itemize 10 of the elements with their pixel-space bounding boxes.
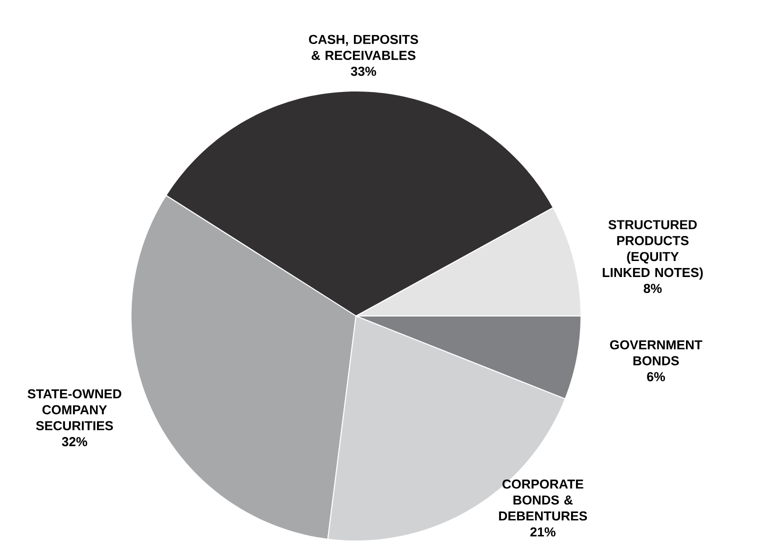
slice-label: STRUCTURED PRODUCTS (EQUITY LINKED NOTES) — [602, 220, 703, 280]
slice-label: CORPORATE BONDS & DEBENTURES — [499, 480, 587, 521]
slice-label: STATE-OWNED COMPANY SECURITIES — [28, 389, 122, 430]
data-label: 33% — [350, 66, 376, 76]
data-label: 6% — [647, 372, 665, 382]
data-label: 21% — [530, 527, 556, 536]
data-label: 8% — [644, 284, 662, 294]
slice-label: CASH, DEPOSITS & RECEIVABLES — [308, 34, 418, 60]
slice-label: GOVERNMENT BONDS — [610, 340, 702, 366]
data-label: 32% — [62, 437, 88, 446]
